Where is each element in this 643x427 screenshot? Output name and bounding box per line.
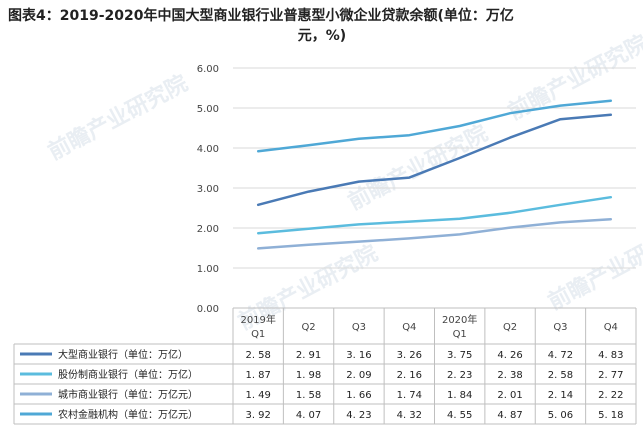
data-label: 2. 09 <box>346 370 371 381</box>
x-tick-label: Q4 <box>402 322 416 333</box>
data-label: 3. 75 <box>447 350 472 361</box>
series-line-4 <box>256 99 613 153</box>
data-label: 3. 16 <box>346 350 371 361</box>
chart-title-line1: 图表4：2019-2020年中国大型商业银行业普惠型小微企业贷款余额(单位：万亿 <box>8 8 514 24</box>
data-label: 2. 38 <box>497 370 522 381</box>
y-tick-label: 4.00 <box>197 144 219 155</box>
y-tick-label: 6.00 <box>197 64 219 75</box>
series-line-2 <box>256 195 613 235</box>
data-label: 1. 66 <box>346 390 371 401</box>
data-label: 3. 92 <box>245 410 270 421</box>
data-label: 1. 58 <box>296 390 321 401</box>
legend-label: 股份制商业银行（单位：万亿） <box>58 368 198 381</box>
data-label: 2. 58 <box>548 370 573 381</box>
data-label: 2. 23 <box>447 370 472 381</box>
data-label: 2. 01 <box>497 390 522 401</box>
data-label: 5. 18 <box>598 410 623 421</box>
x-tick-label: Q3 <box>553 322 567 333</box>
data-label: 1. 98 <box>296 370 321 381</box>
chart-title: 图表4：2019-2020年中国大型商业银行业普惠型小微企业贷款余额(单位：万亿… <box>8 6 636 46</box>
x-tick-label-year: 2020年 <box>442 313 477 326</box>
data-label: 4. 26 <box>497 350 522 361</box>
data-label: 4. 72 <box>548 350 573 361</box>
data-label: 2. 16 <box>397 370 422 381</box>
data-label: 5. 06 <box>548 410 573 421</box>
x-tick-label: Q2 <box>301 322 315 333</box>
y-tick-label: 2.00 <box>197 224 219 235</box>
data-label: 4. 07 <box>296 410 321 421</box>
data-label: 2. 58 <box>245 350 270 361</box>
y-tick-label: 1.00 <box>197 264 219 275</box>
data-label: 1. 74 <box>397 390 422 401</box>
legend-label: 农村金融机构（单位：万亿元） <box>58 408 198 421</box>
data-label: 2. 77 <box>598 370 623 381</box>
y-tick-label: 0.00 <box>197 304 219 315</box>
series-line-1 <box>256 113 613 207</box>
x-tick-label: Q1 <box>251 329 265 340</box>
data-label: 1. 49 <box>245 390 270 401</box>
x-tick-label: Q2 <box>503 322 517 333</box>
series-line-3 <box>256 217 613 250</box>
data-label: 1. 87 <box>245 370 270 381</box>
data-label: 3. 26 <box>397 350 422 361</box>
data-label: 1. 84 <box>447 390 472 401</box>
data-label: 2. 14 <box>548 390 573 401</box>
x-tick-label-year: 2019年 <box>240 313 275 326</box>
x-tick-label: Q1 <box>453 329 467 340</box>
data-label: 2. 91 <box>296 350 321 361</box>
legend-label: 城市商业银行（单位：万亿元） <box>58 388 198 401</box>
data-label: 4. 55 <box>447 410 472 421</box>
data-label: 4. 23 <box>346 410 371 421</box>
y-tick-label: 3.00 <box>197 184 219 195</box>
data-label: 4. 83 <box>598 350 623 361</box>
data-label: 4. 32 <box>397 410 422 421</box>
chart-title-line2: 元，%) <box>297 28 347 44</box>
y-tick-label: 5.00 <box>197 104 219 115</box>
x-tick-label: Q3 <box>352 322 366 333</box>
data-label: 4. 87 <box>497 410 522 421</box>
x-tick-label: Q4 <box>604 322 618 333</box>
data-label: 2. 22 <box>598 390 623 401</box>
legend-label: 大型商业银行（单位：万亿） <box>58 348 188 361</box>
